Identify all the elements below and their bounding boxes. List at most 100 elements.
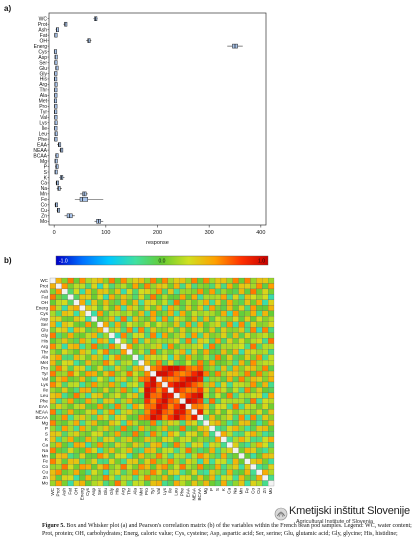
heatmap-cell xyxy=(55,414,62,421)
heatmap-cell xyxy=(203,365,210,372)
heatmap-cell xyxy=(214,480,222,487)
box-fe xyxy=(74,197,104,202)
heatmap-cell xyxy=(91,480,98,487)
panel-b-label: b) xyxy=(4,256,12,265)
heatmap-cell xyxy=(232,425,239,432)
heatmap-cell xyxy=(173,288,180,295)
heatmap-cell xyxy=(156,299,163,306)
heatmap-cell xyxy=(197,305,204,311)
heatmap-cell xyxy=(156,409,163,415)
heatmap-cell xyxy=(120,360,127,366)
heatmap-cell xyxy=(226,310,233,317)
heatmap-cell xyxy=(244,458,251,465)
heatmap-cell xyxy=(250,277,257,284)
heatmap-cell xyxy=(191,398,198,404)
box-mn xyxy=(80,191,88,197)
heatmap-cell xyxy=(179,387,186,394)
heatmap-cell xyxy=(102,453,110,459)
heatmap-cell xyxy=(238,442,245,448)
row-label: Ala xyxy=(41,355,48,360)
heatmap-cell xyxy=(197,436,204,443)
heatmap-cell xyxy=(238,431,245,437)
heatmap-cell xyxy=(55,458,62,465)
heatmap-cell xyxy=(238,425,245,432)
heatmap-cell xyxy=(126,403,133,410)
heatmap-cell xyxy=(209,321,216,328)
heatmap-cell xyxy=(132,458,139,465)
heatmap-cell xyxy=(173,453,180,459)
heatmap-cell xyxy=(191,305,198,311)
heatmap-cell xyxy=(91,294,98,300)
heatmap-cell xyxy=(67,425,74,432)
heatmap-cell xyxy=(132,288,139,295)
heatmap-cell xyxy=(185,442,192,448)
heatmap-cell xyxy=(185,321,192,328)
column-label: Pro xyxy=(144,488,149,496)
column-label: Val xyxy=(156,488,161,494)
heatmap-cell xyxy=(55,442,62,448)
heatmap-cell xyxy=(49,409,56,415)
institute-subtitle: Agricultural Institute of Slovenia xyxy=(296,519,374,525)
heatmap-cell xyxy=(61,480,68,487)
column-label: Leu xyxy=(174,488,179,496)
heatmap-cell xyxy=(179,316,186,322)
heatmap-cell xyxy=(185,474,192,481)
heatmap-cell xyxy=(244,365,251,372)
heatmap-cell xyxy=(185,376,192,383)
heatmap-cell xyxy=(97,376,104,383)
heatmap-cell xyxy=(262,458,269,465)
heatmap-cell xyxy=(220,414,227,421)
heatmap-cell xyxy=(268,327,275,333)
heatmap-cell xyxy=(191,277,198,284)
heatmap-cell xyxy=(120,354,127,361)
heatmap-cell xyxy=(85,403,92,410)
heatmap-cell xyxy=(79,376,86,383)
heatmap-cell xyxy=(220,327,227,333)
heatmap-cell xyxy=(262,277,269,284)
heatmap-cell xyxy=(191,349,198,355)
heatmap-cell xyxy=(79,381,86,388)
heatmap-cell xyxy=(232,370,239,377)
heatmap-cell xyxy=(268,381,275,388)
row-label: Prot xyxy=(40,284,49,289)
heatmap-cell xyxy=(173,387,180,394)
heatmap-cell xyxy=(102,365,110,372)
heatmap-cell xyxy=(191,458,198,465)
heatmap-cell xyxy=(49,420,56,426)
heatmap-cell xyxy=(61,288,68,295)
heatmap-cell xyxy=(61,425,68,432)
heatmap-cell xyxy=(173,310,180,317)
heatmap-cell xyxy=(138,381,145,388)
row-label: Leu xyxy=(40,393,48,398)
category-label: P xyxy=(44,164,48,170)
heatmap-cell xyxy=(120,349,127,355)
heatmap-cell xyxy=(197,294,204,300)
heatmap-cell xyxy=(191,299,198,306)
heatmap-cell xyxy=(91,447,98,454)
heatmap-cell xyxy=(173,277,180,284)
heatmap-cell xyxy=(256,316,263,322)
heatmap-cell xyxy=(161,469,168,476)
heatmap-cell xyxy=(73,316,80,322)
heatmap-cell xyxy=(102,442,110,448)
heatmap-cell xyxy=(79,283,86,290)
heatmap-cell xyxy=(238,474,245,481)
heatmap-cell xyxy=(209,436,216,443)
heatmap-cell xyxy=(55,431,62,437)
heatmap-cell xyxy=(250,327,257,333)
heatmap-cell xyxy=(203,338,210,344)
box-arg xyxy=(54,82,58,87)
heatmap-cell xyxy=(238,327,245,333)
heatmap-cell xyxy=(150,360,157,366)
heatmap-cell xyxy=(161,474,168,481)
heatmap-cell xyxy=(79,277,86,284)
heatmap-cell xyxy=(79,480,86,487)
heatmap-cell xyxy=(238,376,245,383)
heatmap-cell xyxy=(244,288,251,295)
heatmap-cell xyxy=(197,392,204,399)
heatmap-cell xyxy=(67,360,74,366)
heatmap-cell xyxy=(262,425,269,432)
heatmap-cell xyxy=(214,349,222,355)
heatmap-cell xyxy=(167,354,174,361)
heatmap-cell xyxy=(161,305,168,311)
